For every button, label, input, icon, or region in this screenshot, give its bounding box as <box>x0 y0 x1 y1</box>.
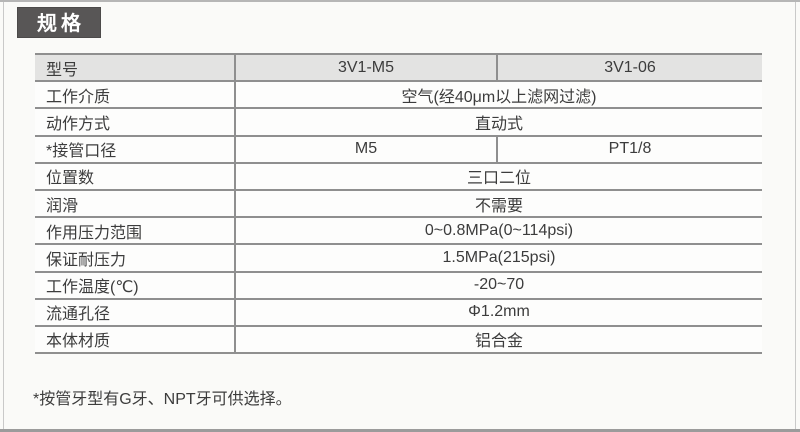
page-frame-left-border <box>3 2 4 429</box>
table-row-proof-pressure: 保证耐压力 1.5MPa(215psi) <box>35 243 762 273</box>
page-frame-bottom-rule <box>0 429 800 432</box>
table-row-operating-temperature: 工作温度(℃) -20~70 <box>35 270 762 300</box>
table-footnote: *按管牙型有G牙、NPT牙可供选择。 <box>33 391 292 408</box>
actuation-type-value: 直动式 <box>235 107 762 137</box>
table-row-port-size: *接管口径 M5 PT1/8 <box>35 134 762 164</box>
orifice-size-value: Φ1.2mm <box>235 297 762 327</box>
proof-pressure-value: 1.5MPa(215psi) <box>235 243 762 273</box>
page-frame-top-border <box>0 0 800 2</box>
working-medium-value: 空气(经40μm以上滤网过滤) <box>235 80 762 110</box>
port-size-cell-1: M5 <box>235 134 498 164</box>
specifications-table: 型号 3V1-M5 3V1-06 工作介质 空气(经40μm以上滤网过滤) 动作… <box>35 52 762 355</box>
row-label-proof-pressure: 保证耐压力 <box>35 243 236 273</box>
operating-temperature-value: -20~70 <box>235 270 762 300</box>
section-title-badge: 规格 <box>17 7 101 38</box>
table-row-model: 型号 3V1-M5 3V1-06 <box>35 52 762 83</box>
positions-value: 三口二位 <box>235 161 762 191</box>
row-label-actuation-type: 动作方式 <box>35 107 236 137</box>
model-cell-1: 3V1-M5 <box>235 52 498 83</box>
model-cell-2: 3V1-06 <box>497 52 762 83</box>
operating-pressure-value: 0~0.8MPa(0~114psi) <box>235 216 762 246</box>
page-frame-right-border <box>795 2 796 429</box>
row-label-positions: 位置数 <box>35 161 236 191</box>
port-size-cell-2: PT1/8 <box>497 134 762 164</box>
body-material-value: 铝合金 <box>235 324 762 355</box>
lubrication-value: 不需要 <box>235 188 762 219</box>
row-label-port-size: *接管口径 <box>35 134 236 164</box>
row-label-working-medium: 工作介质 <box>35 80 236 110</box>
section-title: 规格 <box>37 13 85 35</box>
table-row-orifice-size: 流通孔径 Φ1.2mm <box>35 297 762 327</box>
table-row-operating-pressure: 作用压力范围 0~0.8MPa(0~114psi) <box>35 216 762 246</box>
row-label-operating-temperature: 工作温度(℃) <box>35 270 236 300</box>
row-label-orifice-size: 流通孔径 <box>35 297 236 327</box>
table-row-working-medium: 工作介质 空气(经40μm以上滤网过滤) <box>35 80 762 110</box>
table-row-body-material: 本体材质 铝合金 <box>35 324 762 355</box>
row-label-model: 型号 <box>35 52 236 83</box>
table-row-actuation-type: 动作方式 直动式 <box>35 107 762 137</box>
row-label-operating-pressure: 作用压力范围 <box>35 216 236 246</box>
row-label-body-material: 本体材质 <box>35 324 236 355</box>
row-label-lubrication: 润滑 <box>35 188 236 219</box>
table-row-positions: 位置数 三口二位 <box>35 161 762 191</box>
table-row-lubrication: 润滑 不需要 <box>35 188 762 219</box>
